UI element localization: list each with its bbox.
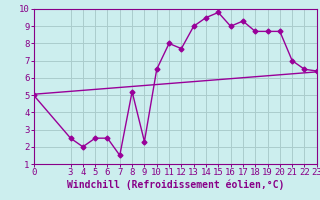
X-axis label: Windchill (Refroidissement éolien,°C): Windchill (Refroidissement éolien,°C) (67, 180, 284, 190)
